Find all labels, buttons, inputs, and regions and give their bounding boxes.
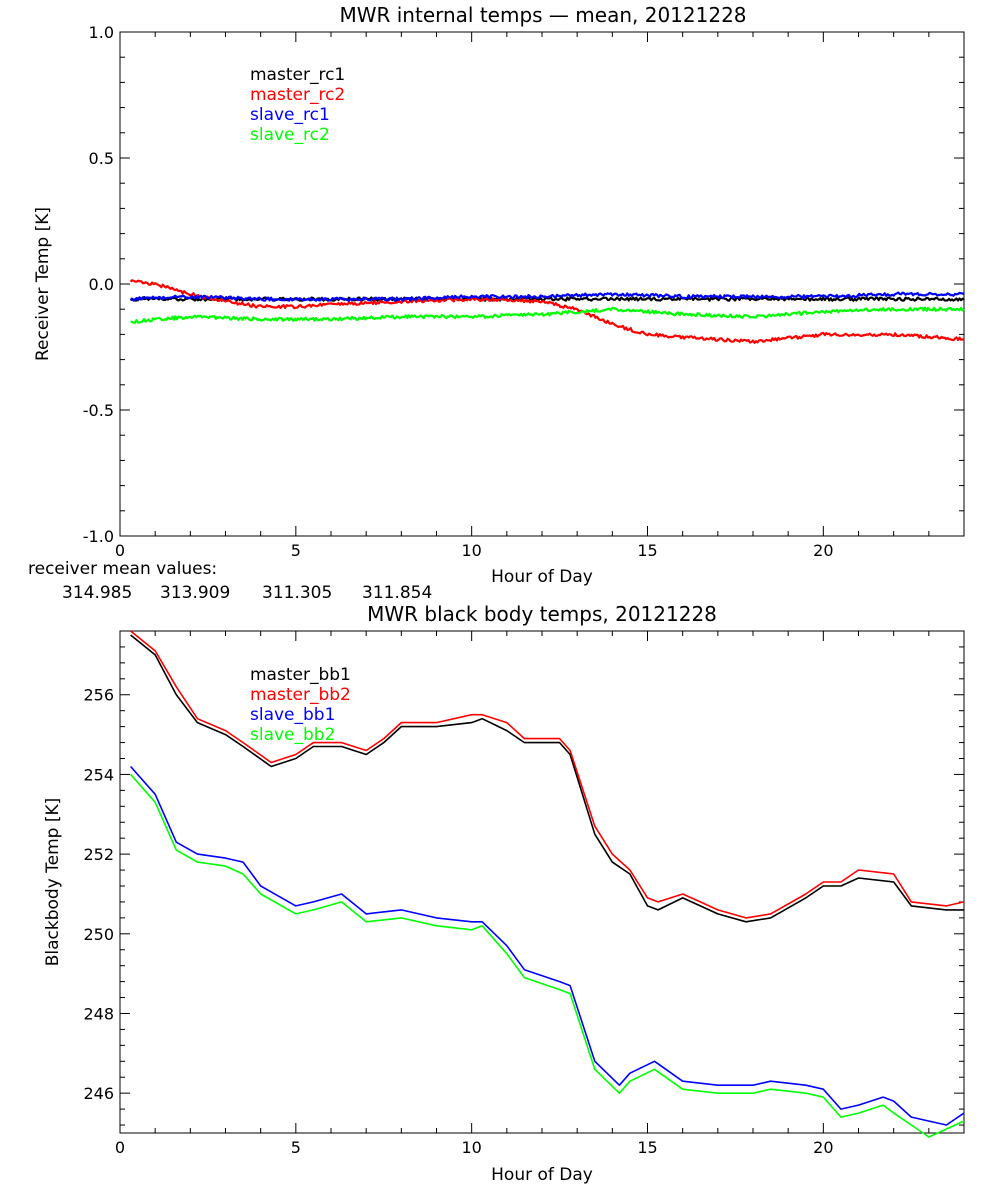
series-line-slave-bb1 [131, 767, 964, 1126]
x-axis-label: Hour of Day [491, 567, 593, 587]
legend-entry-master-bb2: master_bb2 [250, 685, 351, 705]
legend-entry-slave-bb2: slave_bb2 [250, 725, 335, 745]
legend: master_rc1master_rc2slave_rc1slave_rc2 [250, 65, 345, 145]
x-axis: 0 5 10 15 20 [115, 631, 964, 1157]
y-tick-label: 248 [83, 1004, 114, 1023]
x-axis-label: Hour of Day [491, 1165, 593, 1185]
mean-value-slave-rc2: 311.854 [362, 583, 432, 603]
y-tick-label: 252 [83, 845, 114, 864]
y-tick-label: 246 [83, 1084, 114, 1103]
mean-value-slave-rc1: 311.305 [262, 583, 332, 603]
plot-frame [120, 32, 964, 536]
y-tick-label: 0.5 [89, 149, 114, 168]
mean-values-label: receiver mean values: [28, 559, 217, 579]
series-lines [131, 280, 964, 343]
y-axis-label: Blackbody Temp [K] [43, 798, 63, 967]
chart-title: MWR black body temps, 20121228 [367, 602, 717, 626]
x-tick-label: 10 [461, 541, 481, 560]
y-axis: -1.0 -0.5 0.0 0.5 1.0 [83, 23, 964, 546]
x-tick-label: 15 [637, 541, 657, 560]
y-axis: 246 248 250 252 254 256 [83, 631, 964, 1125]
x-tick-label: 0 [115, 541, 125, 560]
y-tick-label: 254 [83, 765, 114, 784]
x-tick-label: 15 [637, 1138, 657, 1157]
mean-value-master-rc1: 314.985 [62, 583, 132, 603]
y-tick-label: 250 [83, 925, 114, 944]
mean-value-master-rc2: 313.909 [160, 583, 230, 603]
mean-values: 314.985 313.909 311.305 311.854 [62, 583, 432, 603]
x-tick-label: 5 [291, 1138, 301, 1157]
y-tick-label: 0.0 [89, 275, 114, 294]
x-tick-label: 20 [813, 1138, 833, 1157]
y-tick-label: -0.5 [83, 401, 114, 420]
y-tick-label: 1.0 [89, 23, 114, 42]
y-axis-label: Receiver Temp [K] [33, 207, 53, 361]
figure: MWR internal temps — mean, 20121228 0 5 10… [0, 0, 1000, 1200]
legend-entry-master-rc2: master_rc2 [250, 85, 345, 105]
legend-entry-master-bb1: master_bb1 [250, 665, 351, 685]
legend-entry-slave-bb1: slave_bb1 [250, 705, 335, 725]
legend-entry-master-rc1: master_rc1 [250, 65, 345, 85]
y-tick-label: -1.0 [83, 527, 114, 546]
x-tick-label: 20 [813, 541, 833, 560]
series-line-slave-rc2 [131, 308, 964, 323]
blackbody-temp-chart: MWR black body temps, 20121228 0 5 10 15 20 … [43, 602, 964, 1185]
x-tick-label: 0 [115, 1138, 125, 1157]
legend: master_bb1master_bb2slave_bb1slave_bb2 [250, 665, 351, 745]
legend-entry-slave-rc2: slave_rc2 [250, 125, 330, 145]
x-tick-label: 10 [461, 1138, 481, 1157]
x-tick-label: 5 [291, 541, 301, 560]
receiver-temp-chart: MWR internal temps — mean, 20121228 0 5 10… [28, 3, 964, 603]
series-line-slave-bb2 [131, 774, 964, 1137]
legend-entry-slave-rc1: slave_rc1 [250, 105, 330, 125]
y-tick-label: 256 [83, 686, 114, 705]
chart-title: MWR internal temps — mean, 20121228 [339, 3, 746, 27]
